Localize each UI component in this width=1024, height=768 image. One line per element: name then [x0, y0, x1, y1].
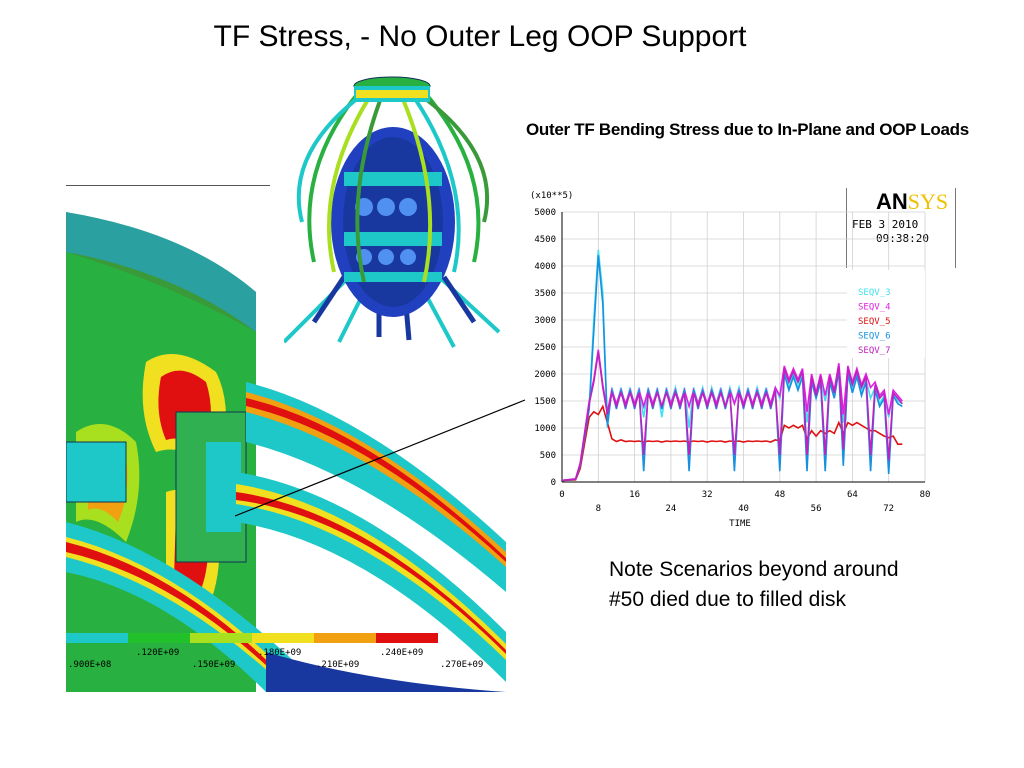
- y-tick-label: 1000: [534, 424, 556, 434]
- colorbar-top-label: .240E+09: [380, 648, 423, 658]
- colorbar-swatch: [66, 633, 128, 643]
- colorbar-swatch: [314, 633, 376, 643]
- y-tick-label: 1500: [534, 397, 556, 407]
- x-tick-label: 16: [629, 490, 640, 500]
- chart-legend: SEQV_3 SEQV_4 SEQV_5 SEQV_6 SEQV_7: [847, 270, 925, 358]
- x-tick-label-minor: 24: [665, 504, 676, 514]
- leader-line: [235, 399, 526, 517]
- y-tick-label: 4500: [534, 235, 556, 245]
- series-line-seqv_7: [561, 352, 903, 482]
- fea-model-image: [284, 76, 501, 348]
- x-tick-label: 80: [920, 490, 931, 500]
- x-tick-label-minor: 40: [738, 504, 749, 514]
- x-tick-label-minor: 72: [883, 504, 894, 514]
- colorbar-bottom-label: .210E+09: [316, 660, 359, 670]
- x-tick-label: 0: [559, 490, 564, 500]
- ansys-logo-an: AN: [876, 189, 908, 214]
- ansys-logo: ANSYS: [876, 189, 948, 215]
- colorbar-bottom-label: .270E+09: [440, 660, 483, 670]
- legend-entry: SEQV_7: [858, 346, 891, 356]
- note-text: Note Scenarios beyond around #50 died du…: [609, 558, 899, 611]
- legend-entry: SEQV_5: [858, 317, 891, 327]
- x-tick-label: 48: [774, 490, 785, 500]
- legend-entry: SEQV_4: [858, 303, 891, 313]
- colorbar-bottom-label: .900E+08: [68, 660, 111, 670]
- series-line-seqv_5: [561, 404, 903, 482]
- legend-entry: SEQV_6: [858, 332, 891, 342]
- colorbar-swatch: [190, 633, 252, 643]
- colorbar-swatch: [252, 633, 314, 643]
- colorbar-top-label: .180E+09: [258, 648, 301, 658]
- x-tick-label: 64: [847, 490, 858, 500]
- legend-entry: SEQV_3: [858, 288, 891, 298]
- slide-title: TF Stress, - No Outer Leg OOP Support: [213, 20, 747, 53]
- stress-colorbar: .120E+09 .180E+09 .240E+09 .900E+08 .150E+0…: [66, 633, 483, 670]
- x-tick-label: 32: [702, 490, 713, 500]
- ansys-logo-sys: SYS: [907, 189, 949, 214]
- chart-caption: Outer TF Bending Stress due to In-Plane …: [526, 120, 969, 139]
- ansys-date: FEB 3 2010: [852, 218, 919, 231]
- y-tick-label: 3000: [534, 316, 556, 326]
- x-axis-label: TIME: [729, 519, 751, 529]
- y-tick-label: 500: [540, 451, 556, 461]
- divider-line: [66, 185, 270, 186]
- y-tick-label: 0: [551, 478, 556, 488]
- y-tick-label: 5000: [534, 208, 556, 218]
- x-tick-label-minor: 8: [596, 504, 601, 514]
- y-tick-label: 3500: [534, 289, 556, 299]
- y-multiplier-label: (x10**5): [530, 191, 573, 201]
- y-tick-label: 2500: [534, 343, 556, 353]
- y-tick-label: 2000: [534, 370, 556, 380]
- colorbar-top-label: .120E+09: [136, 648, 179, 658]
- colorbar-bottom-label: .150E+09: [192, 660, 235, 670]
- colorbar-swatch: [128, 633, 190, 643]
- x-tick-label-minor: 56: [811, 504, 822, 514]
- y-tick-label: 4000: [534, 262, 556, 272]
- stress-line-chart: (x10**5) 0500100015002000250030003500400…: [530, 191, 931, 529]
- colorbar-swatch: [376, 633, 438, 643]
- legend-background: [847, 270, 925, 358]
- ansys-logo-box: [846, 188, 956, 268]
- ansys-time: 09:38:20: [876, 232, 929, 245]
